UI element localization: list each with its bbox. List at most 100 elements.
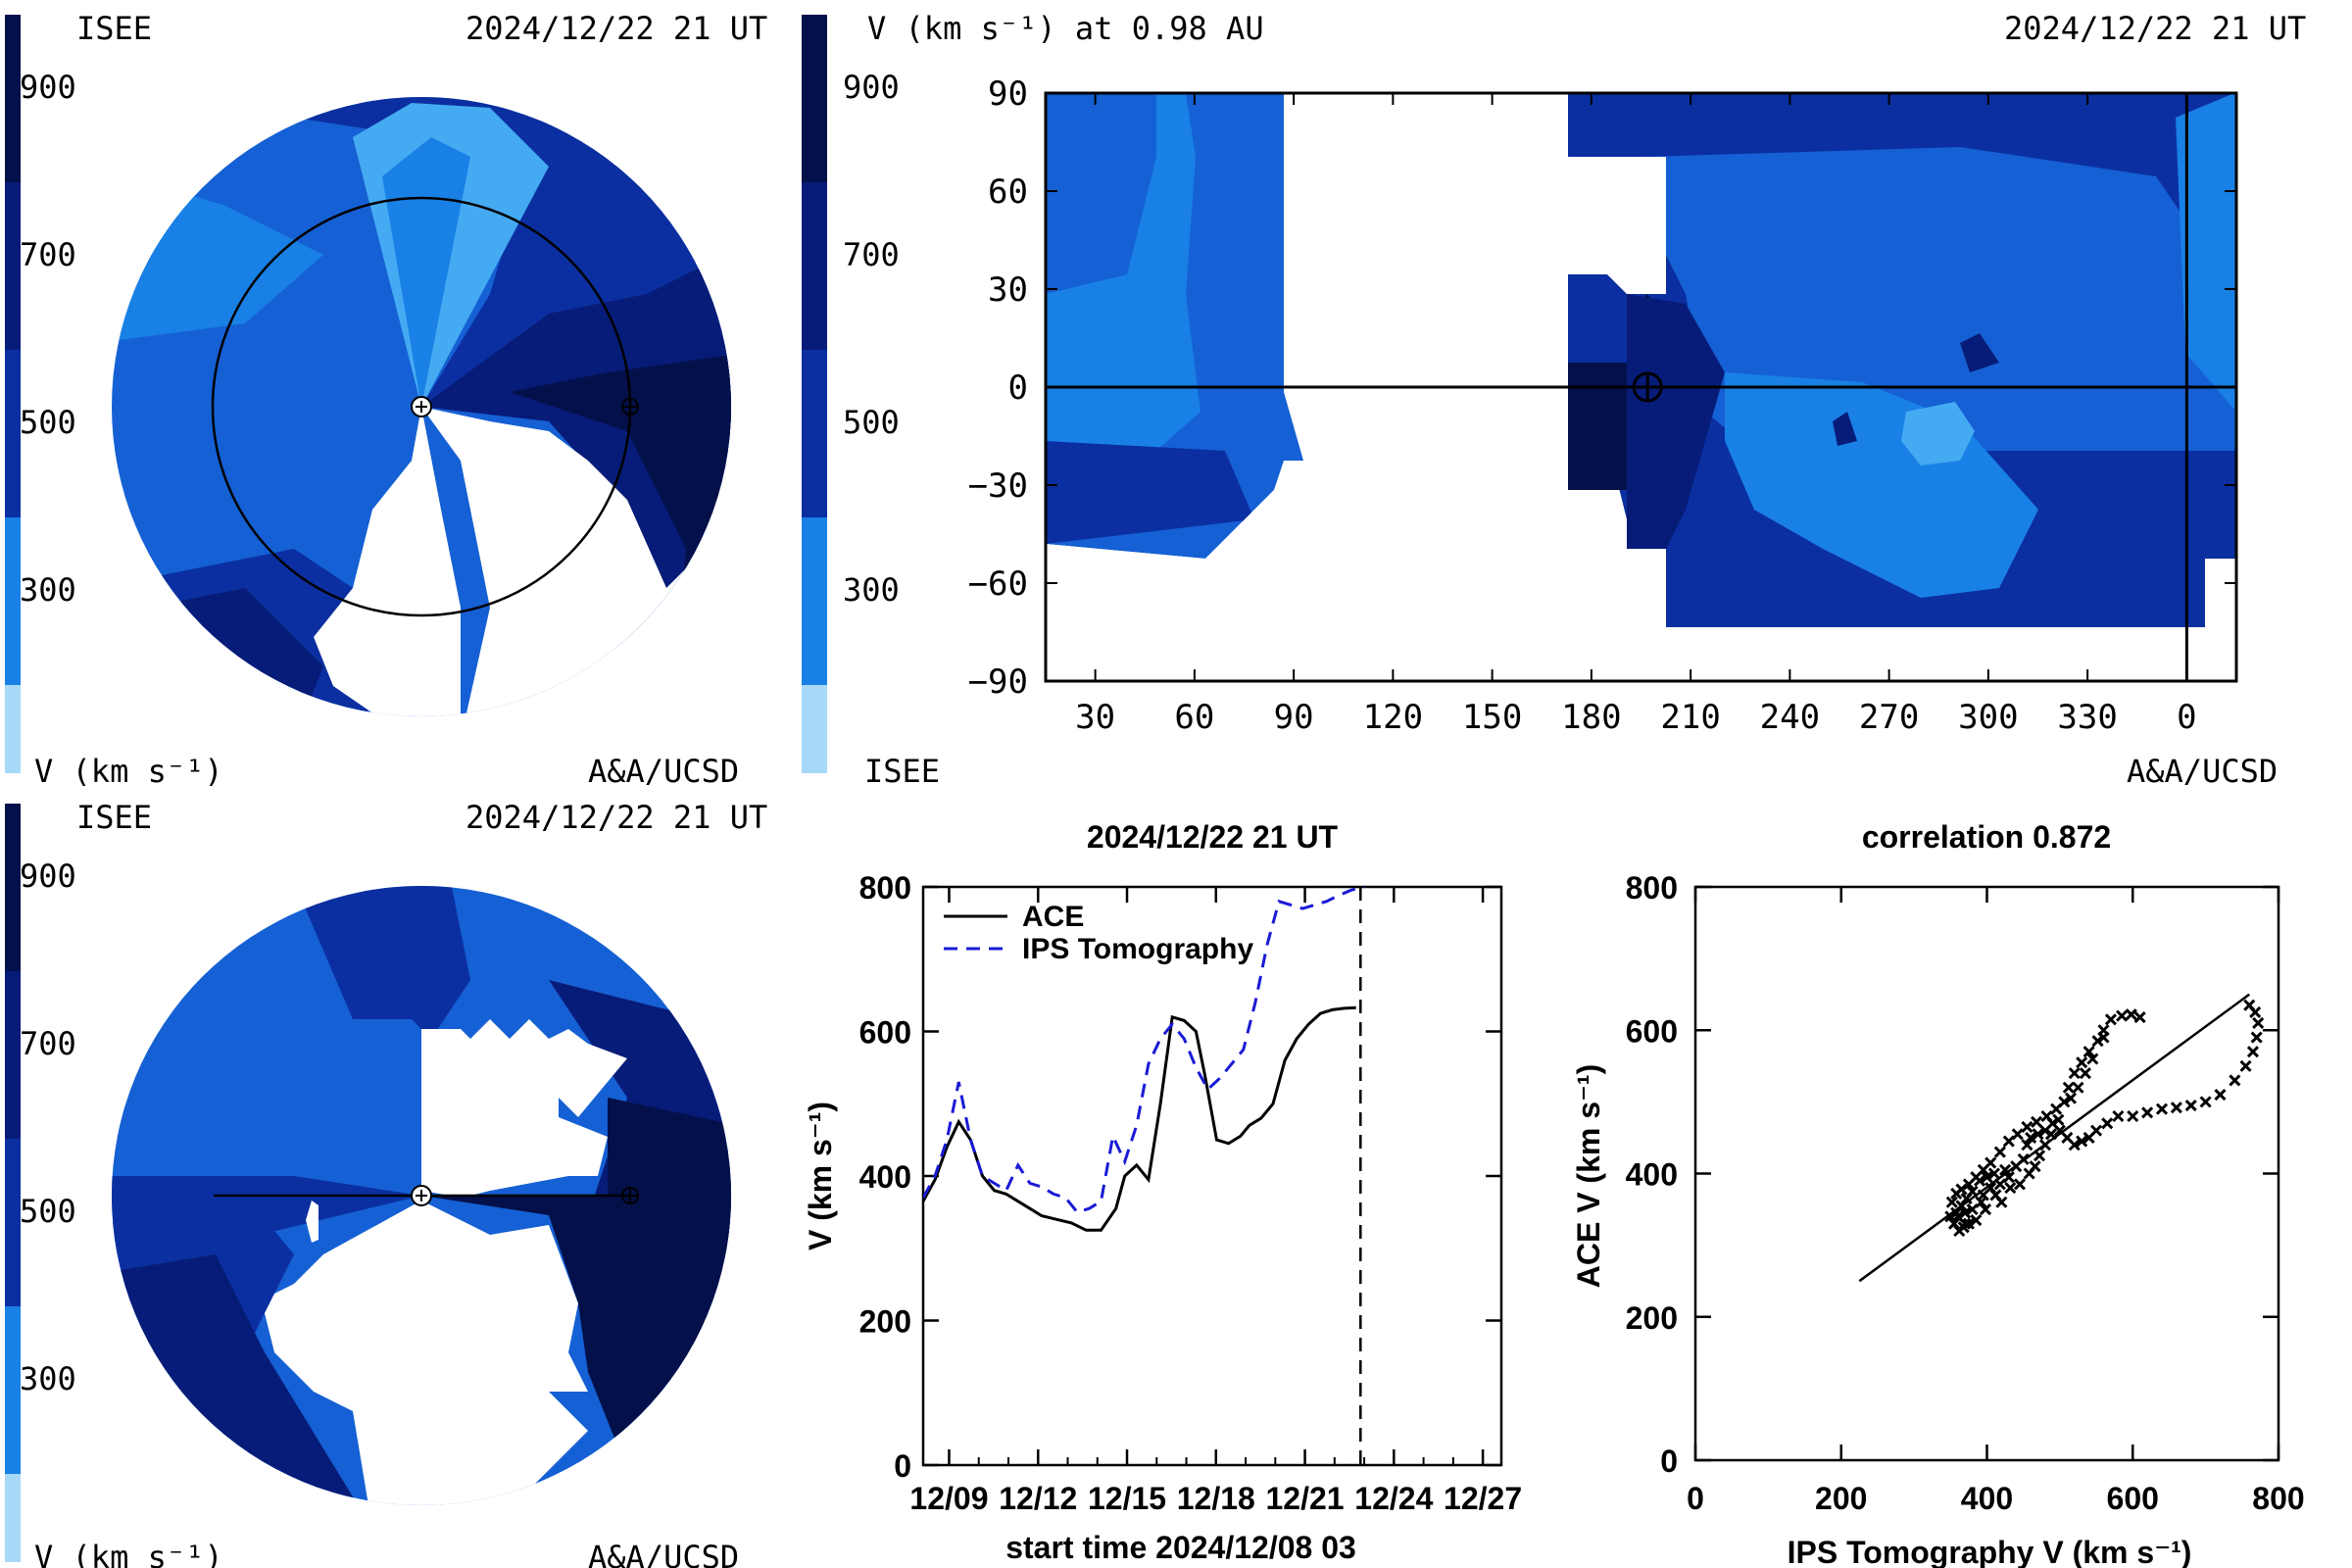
- scatter-point: [2252, 1016, 2265, 1030]
- colorbar-tick-300: 300: [20, 571, 76, 609]
- map-y-tick-label: −90: [968, 662, 1028, 702]
- scatter-point: [2104, 1013, 2118, 1026]
- colorbar-segment-3: [5, 350, 21, 517]
- credit-label: A&A/UCSD: [2127, 753, 2278, 790]
- scatter-point: [2002, 1171, 2015, 1184]
- colorbar-tick-500: 500: [20, 404, 76, 441]
- scatter-point: [2116, 1009, 2129, 1022]
- colorbar-tick-700: 700: [20, 1025, 76, 1062]
- map-y-tick-label: −60: [968, 564, 1028, 604]
- scatter-x-tick-label: 400: [1961, 1481, 2013, 1516]
- scatter-point: [2068, 1139, 2081, 1152]
- ts-x-tick-label: 12/09: [909, 1481, 988, 1516]
- scatter-point: [2112, 1109, 2125, 1123]
- ts-ylabel: V (km s⁻¹): [803, 1102, 838, 1250]
- scatter-point: [2101, 1117, 2114, 1130]
- sun-cross: [416, 401, 427, 413]
- credit-label: A&A/UCSD: [588, 1539, 739, 1568]
- scatter-point: [2025, 1131, 2037, 1145]
- legend-label-ips: IPS Tomography: [1022, 933, 1253, 965]
- scatter-point: [2004, 1182, 2017, 1195]
- map-x-tick-label: 30: [1075, 698, 1115, 737]
- scatter-point: [1999, 1163, 2012, 1176]
- credit-label: A&A/UCSD: [588, 753, 739, 790]
- map-title: V (km s⁻¹) at 0.98 AU: [867, 10, 1264, 47]
- scatter-point: [2133, 1011, 2146, 1024]
- colorbar-segment-5: [5, 685, 21, 773]
- time-label: 2024/12/22 21 UT: [466, 10, 767, 47]
- scatter-point: [2076, 1135, 2088, 1148]
- map-y-tick-label: 60: [988, 172, 1028, 212]
- colorbar-segment-5: [802, 685, 827, 773]
- scatter-point: [2239, 1059, 2252, 1072]
- scatter-point: [2091, 1035, 2104, 1048]
- scatter-point: [1959, 1206, 1972, 1219]
- polar-view-bottom: 900 700 500 300 ISEE 2024/12/22 21 UT V …: [5, 799, 767, 1568]
- scatter-point: [1950, 1206, 1963, 1219]
- map-y-tick-label: 90: [988, 74, 1028, 114]
- series-ips-line: [923, 887, 1367, 1214]
- scatter-point: [2170, 1102, 2182, 1114]
- ts-axes: 12/09 12/12 12/15 12/18 12/21 12/24 12/27 0 200 4…: [859, 870, 1523, 1516]
- scatter-point: [2250, 1031, 2263, 1044]
- scatter-x-tick-label: 0: [1687, 1481, 1704, 1516]
- scatter-point: [1979, 1202, 1992, 1216]
- scatter-point: [2031, 1115, 2043, 1128]
- scatter-point: [2082, 1046, 2095, 1058]
- map-x-tick-label: 270: [1859, 698, 1919, 737]
- colorbar-tick-700: 700: [843, 236, 900, 273]
- map-x-tick-label: 90: [1274, 698, 1314, 737]
- map-x-tick-label: 330: [2057, 698, 2117, 737]
- scatter-point: [2076, 1056, 2088, 1069]
- map-y-tick-label: 30: [988, 270, 1028, 310]
- scatter-point: [1981, 1171, 1993, 1184]
- colorbar-tick-500: 500: [20, 1193, 76, 1230]
- scatter-point: [1966, 1185, 1979, 1198]
- scatter-point: [2089, 1124, 2103, 1137]
- map-x-tick-label: 120: [1363, 698, 1423, 737]
- colorbar-tick-900: 900: [843, 69, 900, 106]
- ts-y-tick-label: 0: [894, 1448, 911, 1484]
- map-y-tick-label: −30: [968, 466, 1028, 506]
- scatter-point: [2072, 1081, 2084, 1094]
- scatter-point: [2033, 1150, 2046, 1162]
- scatter-title: correlation 0.872: [1862, 819, 2111, 855]
- latlon-map: 900 700 500 300 V (km s⁻¹) at 0.98 AU 20…: [802, 10, 2306, 790]
- time-label: 2024/12/22 21 UT: [2004, 10, 2306, 47]
- ts-legend: ACE IPS Tomography: [944, 901, 1253, 965]
- scatter-point: [2229, 1074, 2241, 1087]
- scatter-point: [2029, 1160, 2041, 1173]
- scatter-y-tick-label: 800: [1626, 870, 1678, 906]
- scatter-point: [2052, 1113, 2065, 1126]
- ts-x-tick-label: 12/24: [1354, 1481, 1433, 1516]
- legend-label-ace: ACE: [1022, 901, 1084, 933]
- colorbar-segment-1: [802, 15, 827, 182]
- scatter-point: [1957, 1221, 1970, 1234]
- polar-view-top: 900 700 500 300 ISEE 2024/12/22 21 UT V …: [5, 10, 767, 790]
- scatter-point: [1962, 1178, 1975, 1191]
- map-x-tick-label: 60: [1174, 698, 1214, 737]
- scatter-point: [2062, 1081, 2075, 1094]
- ts-x-tick-label: 12/18: [1177, 1481, 1255, 1516]
- scatter-point: [2246, 1046, 2260, 1058]
- colorbar-tick-700: 700: [20, 236, 76, 273]
- scatter-point: [2017, 1152, 2030, 1165]
- scatter-point: [2243, 999, 2256, 1011]
- time-label: 2024/12/22 21 UT: [466, 799, 767, 836]
- scatter-point: [2199, 1096, 2212, 1108]
- scatter-point: [2155, 1102, 2169, 1115]
- map-x-tick-label: 150: [1462, 698, 1522, 737]
- ts-frame: [921, 885, 1503, 1467]
- scatter-points: [1944, 999, 2265, 1238]
- brand-label: ISEE: [76, 10, 152, 47]
- scatter-point: [2050, 1102, 2063, 1115]
- colorbar-bottom-left: 900 700 500 300: [5, 804, 76, 1562]
- scatter-point: [1995, 1196, 2008, 1208]
- scatter-point: [2141, 1106, 2154, 1119]
- colorbar-tick-300: 300: [20, 1360, 76, 1397]
- scatter-point: [2032, 1128, 2044, 1141]
- earth-cross: [1634, 373, 1662, 401]
- scatter-point: [2002, 1135, 2015, 1148]
- sun-cross: [416, 1190, 427, 1201]
